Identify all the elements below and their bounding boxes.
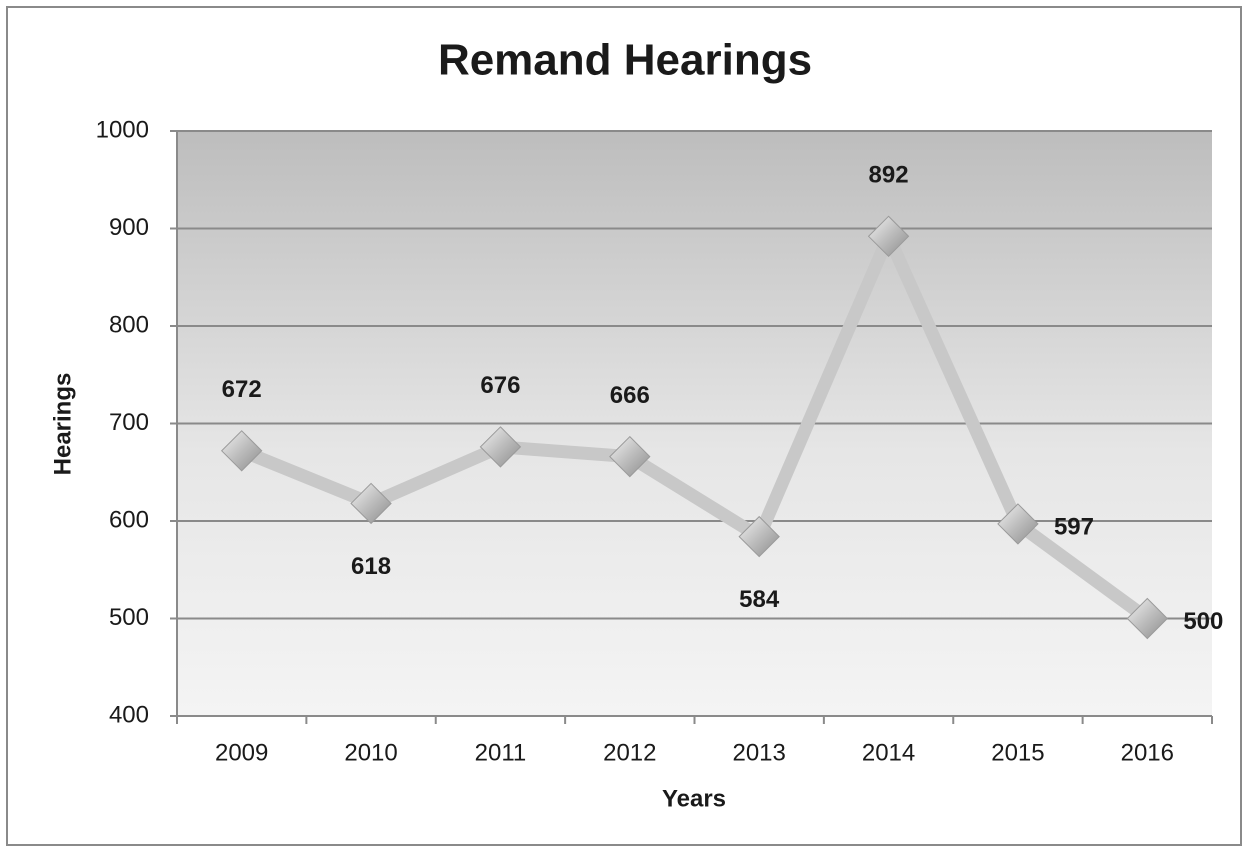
- y-tick-label: 900: [109, 214, 149, 241]
- series-line: [239, 229, 1152, 624]
- x-tick-label: 2015: [991, 739, 1044, 766]
- y-tick-label: 800: [109, 311, 149, 338]
- x-tick-label: 2016: [1121, 739, 1174, 766]
- x-tick-label: 2011: [475, 739, 527, 766]
- data-label: 500: [1183, 608, 1223, 635]
- data-point: [1126, 597, 1169, 640]
- y-tick-label: 400: [109, 701, 149, 728]
- y-tick-label: 700: [109, 409, 149, 436]
- data-point: [997, 503, 1039, 545]
- data-label: 618: [351, 553, 391, 580]
- x-axis-title: Years: [662, 785, 726, 812]
- data-label: 892: [869, 162, 909, 189]
- y-tick-label: 500: [109, 604, 149, 631]
- y-axis-title: Hearings: [49, 373, 76, 476]
- data-label: 666: [610, 382, 650, 409]
- y-tick-label: 600: [109, 506, 149, 533]
- data-label: 676: [480, 372, 520, 399]
- x-tick-label: 2010: [344, 739, 397, 766]
- data-point: [867, 215, 910, 258]
- data-point: [738, 515, 780, 558]
- x-tick-label: 2013: [732, 739, 785, 766]
- x-tick-label: 2014: [862, 739, 915, 766]
- x-tick-label: 2009: [215, 739, 268, 766]
- data-point: [350, 482, 392, 525]
- data-label: 597: [1054, 513, 1094, 540]
- chart-title: Remand Hearings: [438, 36, 812, 85]
- data-label: 672: [222, 376, 262, 403]
- data-point: [220, 430, 263, 472]
- x-tick-label: 2012: [603, 739, 656, 766]
- data-point: [479, 426, 522, 468]
- data-label: 584: [739, 586, 780, 613]
- y-tick-label: 1000: [96, 116, 149, 143]
- data-point: [609, 435, 651, 478]
